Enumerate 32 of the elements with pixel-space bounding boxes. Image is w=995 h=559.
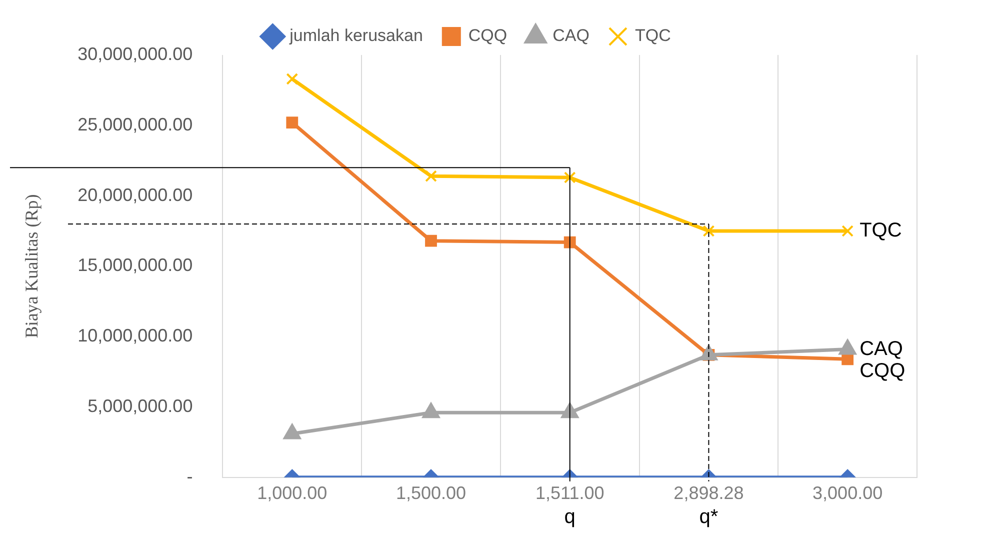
legend-label: CAQ	[552, 26, 590, 46]
x-tick-label: 3,000.00	[812, 483, 883, 504]
y-tick-label: 20,000,000.00	[78, 184, 193, 205]
point	[425, 170, 437, 182]
point	[700, 344, 718, 360]
legend-label: jumlah kerusakan	[288, 26, 423, 46]
point	[702, 225, 715, 237]
y-tick-label: 25,000,000.00	[78, 114, 193, 134]
annotation: TQC	[860, 220, 902, 242]
annotation: CAQ	[860, 338, 903, 360]
point	[838, 339, 856, 355]
point	[842, 225, 854, 237]
y-tick-label: 10,000,000.00	[78, 326, 193, 346]
y-axis-title: Biaya Kualitas (Rp)	[22, 194, 42, 338]
point	[283, 424, 301, 440]
point	[564, 172, 576, 184]
legend-label: CQQ	[468, 26, 508, 46]
point	[286, 116, 298, 129]
annotation: CQQ	[860, 360, 906, 382]
point	[422, 402, 440, 418]
legend-label: TQC	[634, 26, 671, 46]
x-tick-label: 1,511.00	[535, 483, 604, 504]
y-tick-label: 15,000,000.00	[78, 255, 193, 276]
x-tick-label: 1,500.00	[396, 483, 466, 504]
y-tick-label: 30,000,000.00	[78, 44, 193, 64]
point	[425, 234, 437, 247]
x-tick-label: 1,000.00	[257, 483, 328, 504]
y-tick-label: 5,000,000.00	[88, 396, 193, 416]
ref-line-label: q	[564, 506, 576, 528]
x-tick-label: 2,898.28	[674, 483, 744, 504]
y-tick-label: -	[186, 466, 193, 486]
ref-line-label: q*	[699, 506, 718, 528]
